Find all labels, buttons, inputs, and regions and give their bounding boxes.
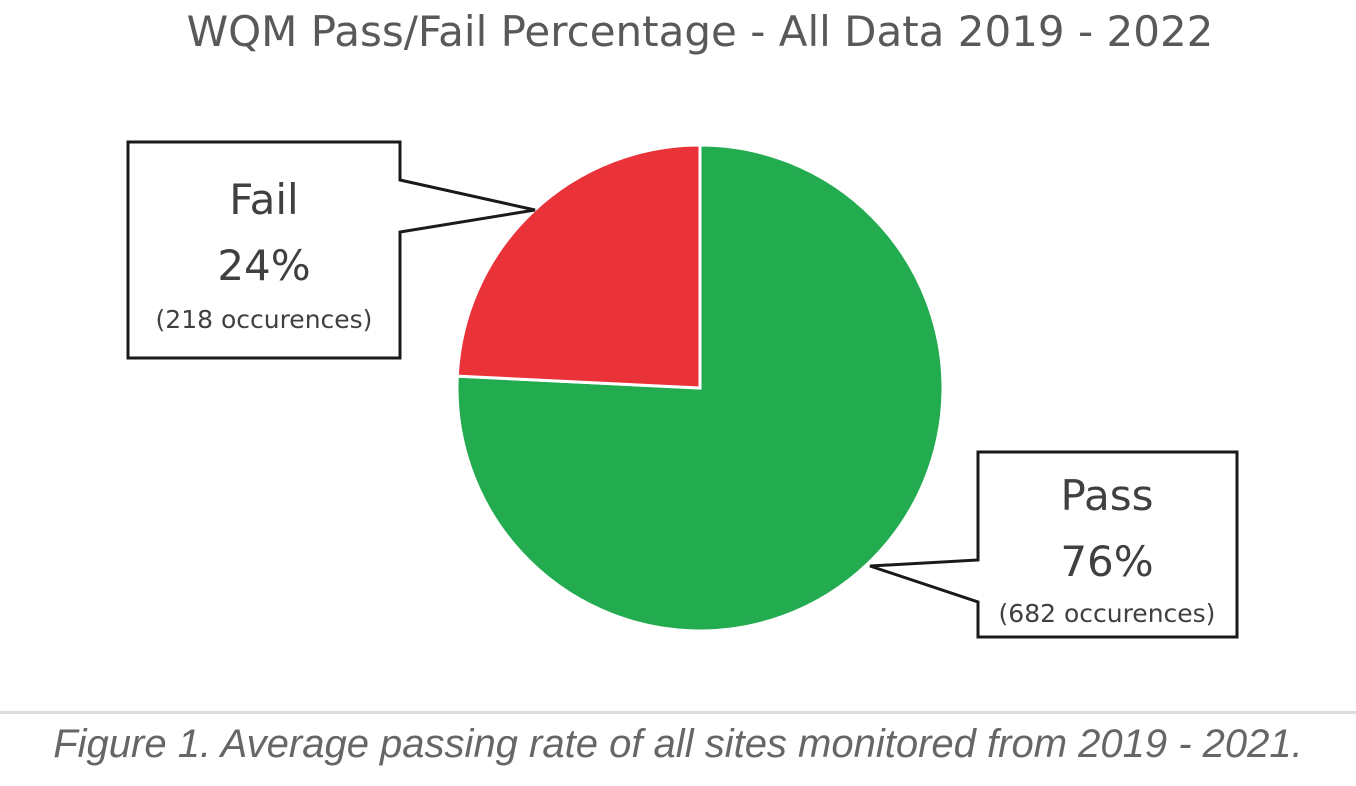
fail-label: Fail [229,175,298,224]
pass-label: Pass [1061,471,1154,520]
pass-percent-label: 76% [1060,537,1153,586]
fail-percent-label: 24% [217,241,310,290]
pie-chart: WQM Pass/Fail Percentage - All Data 2019… [126,7,1239,639]
pass-callout-box [869,450,1239,639]
pass-count-label: (682 occurences) [999,599,1216,628]
pass-callout: Pass 76% (682 occurences) [869,450,1239,639]
fail-callout-box [126,140,536,360]
figure-caption: Figure 1. Average passing rate of all si… [53,722,1303,766]
fail-count-label: (218 occurences) [156,305,373,334]
pie-slice-pass [455,143,945,633]
caption-divider [0,711,1356,714]
chart-title: WQM Pass/Fail Percentage - All Data 2019… [187,7,1214,56]
pie-slices [455,143,945,633]
fail-callout: Fail 24% (218 occurences) [126,140,536,360]
pie-slice-fail [455,143,702,390]
